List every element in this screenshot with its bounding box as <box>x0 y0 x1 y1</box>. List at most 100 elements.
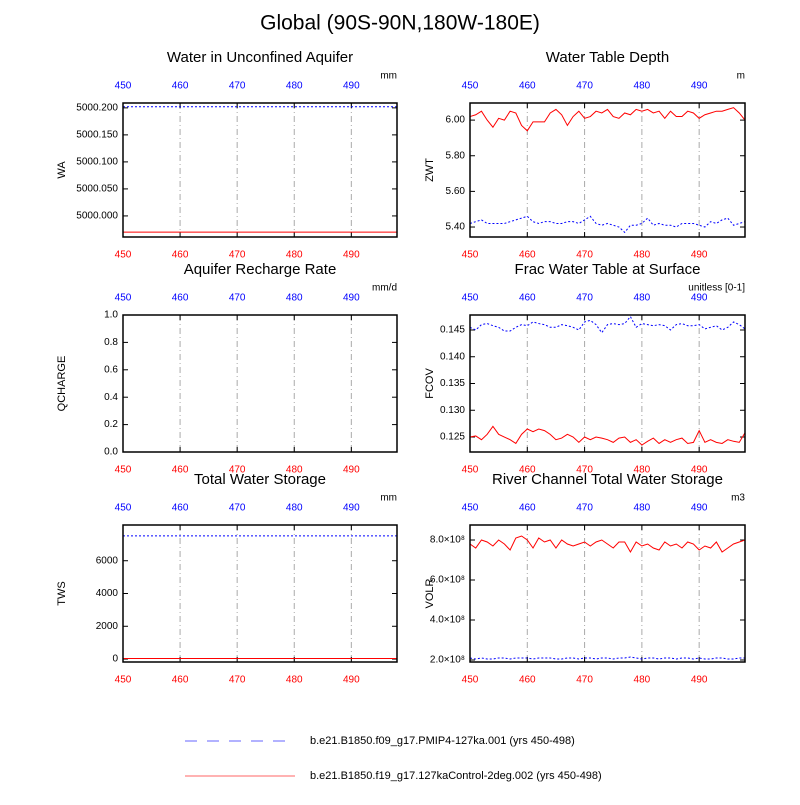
x-tick-label: 470 <box>576 250 593 261</box>
series-line <box>469 535 746 554</box>
x-tick-label-top: 490 <box>691 503 708 514</box>
x-tick-label: 450 <box>115 250 132 261</box>
x-tick-label: 470 <box>229 250 246 261</box>
panel-title: River Channel Total Water Storage <box>492 471 723 488</box>
y-tick-label: 0 <box>112 654 118 665</box>
y-tick-label: 1.0 <box>104 310 118 321</box>
x-tick-label-top: 470 <box>576 503 593 514</box>
y-tick-label: 5.40 <box>446 222 466 233</box>
y-tick-label: 6.00 <box>446 115 466 126</box>
y-tick-label: 5000.000 <box>76 211 118 222</box>
y-axis-label: TWS <box>56 581 68 605</box>
x-tick-label: 470 <box>229 465 246 476</box>
x-tick-label-top: 480 <box>286 81 303 92</box>
x-tick-label-top: 470 <box>229 81 246 92</box>
x-tick-label-top: 480 <box>634 503 651 514</box>
y-axis-label: VOLR <box>424 578 436 608</box>
units: unitless [0-1] <box>688 283 745 294</box>
x-tick-label: 480 <box>634 250 651 261</box>
y-axis-label: QCHARGE <box>56 356 68 412</box>
x-tick-label: 490 <box>343 250 360 261</box>
x-tick-label: 450 <box>115 465 132 476</box>
y-tick-label: 4.0×10⁸ <box>430 615 465 626</box>
y-axis-label: FCOV <box>424 368 436 399</box>
y-tick-label: 0.125 <box>440 432 465 443</box>
y-tick-label: 8.0×10⁸ <box>430 535 465 546</box>
x-tick-label-top: 470 <box>576 293 593 304</box>
y-tick-label: 0.2 <box>104 419 118 430</box>
x-tick-label-top: 470 <box>576 81 593 92</box>
y-tick-label: 2000 <box>96 621 119 632</box>
units: mm/d <box>372 283 397 294</box>
series-line <box>469 315 746 334</box>
x-tick-label: 470 <box>229 675 246 686</box>
x-tick-label-top: 460 <box>519 293 536 304</box>
x-tick-label: 490 <box>691 675 708 686</box>
x-tick-label-top: 480 <box>634 293 651 304</box>
x-tick-label-top: 460 <box>172 81 189 92</box>
y-tick-label: 0.140 <box>440 351 465 362</box>
y-tick-label: 0.135 <box>440 378 465 389</box>
x-tick-label-top: 450 <box>462 503 479 514</box>
x-tick-label: 480 <box>286 465 303 476</box>
y-tick-label: 5.80 <box>446 150 466 161</box>
x-tick-label-top: 450 <box>115 81 132 92</box>
y-tick-label: 6000 <box>96 555 119 566</box>
legend-label: b.e21.B1850.f09_g17.PMIP4-127ka.001 (yrs… <box>310 735 575 747</box>
x-tick-label: 450 <box>462 465 479 476</box>
y-tick-label: 5000.200 <box>76 103 118 114</box>
series-line <box>469 107 746 132</box>
x-tick-label: 480 <box>286 250 303 261</box>
x-tick-label-top: 490 <box>343 293 360 304</box>
plot-frame <box>122 314 398 453</box>
x-tick-label: 450 <box>462 250 479 261</box>
plot-frame <box>469 102 746 238</box>
legend-label: b.e21.B1850.f19_g17.127kaControl-2deg.00… <box>310 770 602 782</box>
x-tick-label-top: 450 <box>462 81 479 92</box>
x-tick-label: 490 <box>343 465 360 476</box>
y-tick-label: 0.4 <box>104 392 118 403</box>
x-tick-label: 460 <box>519 675 536 686</box>
series-line <box>469 656 745 660</box>
y-axis-label: WA <box>56 161 68 179</box>
x-tick-label: 480 <box>634 675 651 686</box>
x-tick-label: 460 <box>172 675 189 686</box>
x-tick-label-top: 470 <box>229 503 246 514</box>
x-tick-label-top: 490 <box>691 81 708 92</box>
series-line <box>469 215 746 234</box>
x-tick-label-top: 490 <box>343 503 360 514</box>
x-tick-label: 470 <box>576 675 593 686</box>
x-tick-label: 490 <box>691 250 708 261</box>
x-tick-label: 490 <box>343 675 360 686</box>
units: mm <box>380 493 397 504</box>
x-tick-label: 460 <box>519 465 536 476</box>
panel-title: Water Table Depth <box>546 49 669 66</box>
units: m3 <box>731 493 745 504</box>
panel-title: Total Water Storage <box>194 471 326 488</box>
x-tick-label-top: 480 <box>286 293 303 304</box>
x-tick-label-top: 480 <box>634 81 651 92</box>
y-tick-label: 4000 <box>96 588 119 599</box>
panel-title: Aquifer Recharge Rate <box>184 261 337 278</box>
units: mm <box>380 71 397 82</box>
x-tick-label-top: 490 <box>691 293 708 304</box>
x-tick-label: 460 <box>519 250 536 261</box>
y-tick-label: 0.145 <box>440 325 465 336</box>
plot-frame <box>122 524 398 663</box>
x-tick-label: 450 <box>115 675 132 686</box>
panel-title: Frac Water Table at Surface <box>515 261 701 278</box>
plot-frame <box>122 102 398 238</box>
y-tick-label: 0.8 <box>104 337 118 348</box>
x-tick-label-top: 460 <box>172 503 189 514</box>
y-axis-label: ZWT <box>424 158 436 182</box>
y-tick-label: 5.60 <box>446 186 466 197</box>
x-tick-label: 480 <box>634 465 651 476</box>
x-tick-label: 460 <box>172 250 189 261</box>
x-tick-label-top: 450 <box>462 293 479 304</box>
x-tick-label: 460 <box>172 465 189 476</box>
x-tick-label: 490 <box>691 465 708 476</box>
y-tick-label: 5000.050 <box>76 184 118 195</box>
y-tick-label: 0.6 <box>104 364 118 375</box>
x-tick-label: 450 <box>462 675 479 686</box>
